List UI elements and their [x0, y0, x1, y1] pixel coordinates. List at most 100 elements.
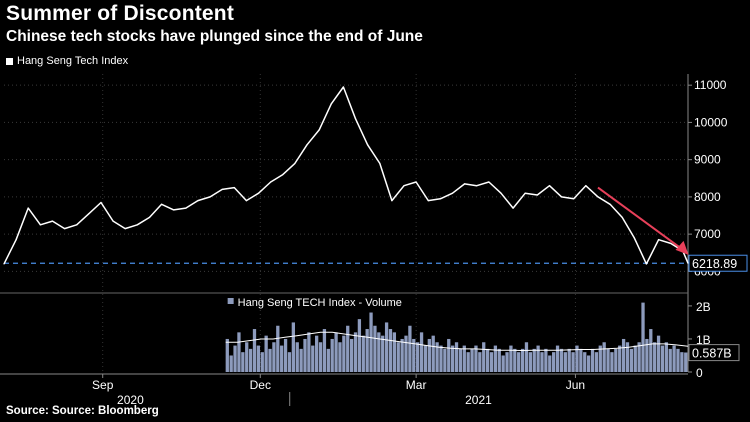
volume-bar — [330, 338, 334, 372]
volume-bar — [334, 332, 338, 372]
volume-bar — [416, 342, 420, 372]
volume-bar — [237, 332, 241, 372]
volume-bar — [606, 348, 610, 372]
index-point — [294, 162, 296, 164]
index-point — [687, 262, 689, 264]
vol-last-value-box — [688, 344, 740, 362]
index-point — [427, 200, 429, 202]
index-point — [342, 86, 345, 88]
volume-bar — [423, 345, 428, 372]
index-point — [330, 103, 332, 105]
last-value-box — [688, 254, 748, 272]
index-point — [597, 196, 599, 198]
index-point — [439, 198, 441, 200]
decline-arrow-head — [675, 240, 689, 255]
chart-subtitle: Chinese tech stocks have plunged since t… — [6, 28, 423, 45]
index-point — [403, 185, 405, 187]
volume-bar — [280, 345, 284, 372]
volume-bar — [241, 352, 245, 372]
volume-bar — [291, 322, 295, 372]
last-value-label: 6218.89 — [692, 257, 737, 271]
index-point — [3, 263, 5, 265]
index-point — [185, 207, 187, 209]
index-point — [318, 129, 320, 131]
volume-bar — [365, 329, 369, 372]
volume-bar — [431, 335, 435, 372]
index-point — [233, 186, 235, 189]
volume-bar — [478, 352, 482, 372]
index-point — [160, 203, 163, 205]
volume-bar — [260, 352, 264, 372]
volume-bar — [361, 335, 365, 372]
index-point — [548, 185, 551, 187]
volume-panel: 0 1B 2B Hang Seng TECH Index - Volume 0.587B — [225, 297, 740, 380]
volume-bar — [602, 342, 606, 372]
volume-bar — [419, 332, 424, 372]
index-point — [609, 203, 611, 205]
index-point — [657, 239, 660, 241]
index-point — [76, 224, 78, 226]
volume-bar — [373, 325, 377, 372]
y-tick-label: 7000 — [694, 227, 721, 241]
index-point — [415, 181, 417, 183]
volume-bar — [645, 338, 649, 372]
index-point — [282, 173, 284, 176]
volume-bar — [268, 348, 272, 372]
vol-y-tick-label: 0 — [696, 366, 703, 380]
volume-bar — [369, 312, 373, 372]
volume-bar — [245, 342, 249, 372]
index-panel: 600070008000900010000110006218.89 — [0, 74, 748, 372]
index-point — [621, 216, 623, 218]
index-point — [209, 196, 211, 198]
x-tick-label: Sep — [92, 378, 114, 392]
volume-bar — [225, 338, 229, 372]
volume-legend-label: Hang Seng TECH Index - Volume — [238, 297, 402, 309]
index-point — [585, 185, 587, 187]
index-point — [306, 144, 308, 146]
year-label: 2021 — [465, 393, 492, 407]
index-point — [536, 194, 538, 196]
index-point — [112, 220, 114, 222]
index-point — [645, 263, 648, 265]
y-tick-label: 8000 — [694, 190, 721, 204]
volume-bar — [299, 348, 303, 372]
index-point — [476, 185, 478, 187]
volume-bar — [229, 355, 233, 372]
volume-bar — [629, 348, 634, 372]
y-tick-label: 10000 — [694, 115, 728, 129]
volume-bar — [524, 342, 529, 372]
volume-bar — [672, 345, 676, 372]
index-point — [670, 242, 672, 245]
index-point — [124, 227, 126, 230]
volume-bar — [443, 348, 447, 372]
volume-bar — [579, 348, 583, 372]
volume-bar — [493, 345, 498, 372]
volume-bar — [653, 342, 657, 372]
volume-bar — [633, 345, 637, 372]
index-point — [27, 207, 29, 209]
volume-bar — [470, 348, 474, 372]
index-point — [173, 209, 175, 211]
index-point — [136, 224, 138, 226]
index-point — [221, 188, 223, 191]
volume-bar — [474, 345, 478, 372]
volume-bar — [458, 348, 463, 372]
volume-bar — [660, 345, 665, 372]
volume-bar — [447, 338, 451, 372]
index-point — [148, 216, 151, 218]
legend-label: Hang Seng Tech Index — [17, 55, 129, 67]
volume-bar — [680, 352, 684, 372]
volume-bar — [272, 342, 276, 372]
volume-bar — [649, 329, 653, 372]
x-tick-label: Mar — [406, 378, 427, 392]
volume-bar — [454, 342, 459, 372]
volume-bar — [466, 352, 470, 372]
volume-bar — [586, 355, 591, 372]
volume-bar — [552, 352, 556, 372]
volume-bar — [536, 345, 540, 372]
volume-bar — [637, 342, 641, 372]
volume-bar — [384, 322, 389, 372]
volume-bar — [326, 348, 330, 372]
volume-bar — [548, 355, 552, 372]
